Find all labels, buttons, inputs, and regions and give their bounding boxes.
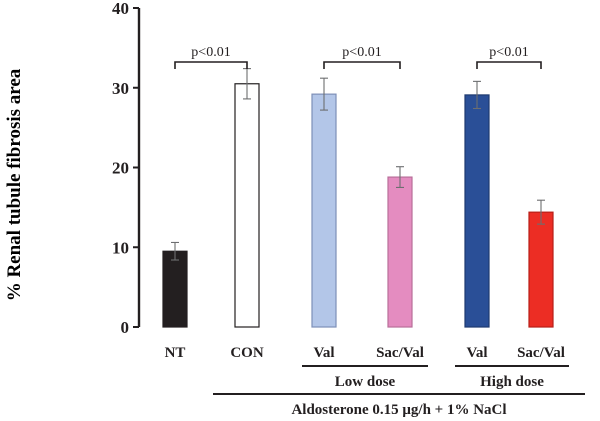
x-tick-label: NT [165, 345, 186, 361]
bar [234, 83, 260, 328]
y-tick-label: 40 [112, 0, 129, 18]
x-tick-label: Val [313, 345, 334, 361]
supergroup-label: Aldosterone 0.15 μg/h + 1% NaCl [291, 402, 506, 418]
x-tick-label: Sac/Val [376, 345, 424, 361]
significance-bracket [323, 61, 401, 69]
bar [528, 211, 554, 328]
x-tick-label: Sac/Val [517, 345, 565, 361]
significance-label: p<0.01 [342, 45, 381, 60]
y-axis: 0 10 20 30 40 [112, 0, 141, 337]
bar [387, 176, 413, 328]
bars [162, 68, 554, 328]
y-axis-label: % Renal tubule fibrosis area [4, 68, 25, 301]
error-bar [537, 199, 545, 225]
significance-label: p<0.01 [191, 45, 230, 60]
significance-annotations: p<0.01 p<0.01 p<0.01 [174, 45, 542, 69]
bar [311, 93, 337, 328]
x-tick-label: CON [230, 345, 264, 361]
significance-bracket [174, 61, 248, 69]
error-bar [320, 77, 328, 111]
error-bar [171, 241, 179, 261]
x-tick-labels: NT CON Val Sac/Val Val Sac/Val [165, 345, 565, 361]
y-tick-label: 30 [112, 79, 129, 98]
significance-bracket [476, 61, 542, 69]
group-label: High dose [480, 374, 544, 390]
group-labels: Low dose High dose Aldosterone 0.15 μg/h +… [213, 365, 585, 418]
bar [162, 250, 188, 328]
significance-label: p<0.01 [489, 45, 528, 60]
error-bar [396, 166, 404, 188]
bar [464, 94, 490, 328]
group-label: Low dose [335, 374, 396, 390]
y-tick-label: 0 [121, 318, 130, 337]
y-tick-label: 10 [112, 238, 129, 257]
x-tick-label: Val [466, 345, 487, 361]
y-tick-label: 20 [112, 159, 129, 178]
error-bar [473, 80, 481, 110]
